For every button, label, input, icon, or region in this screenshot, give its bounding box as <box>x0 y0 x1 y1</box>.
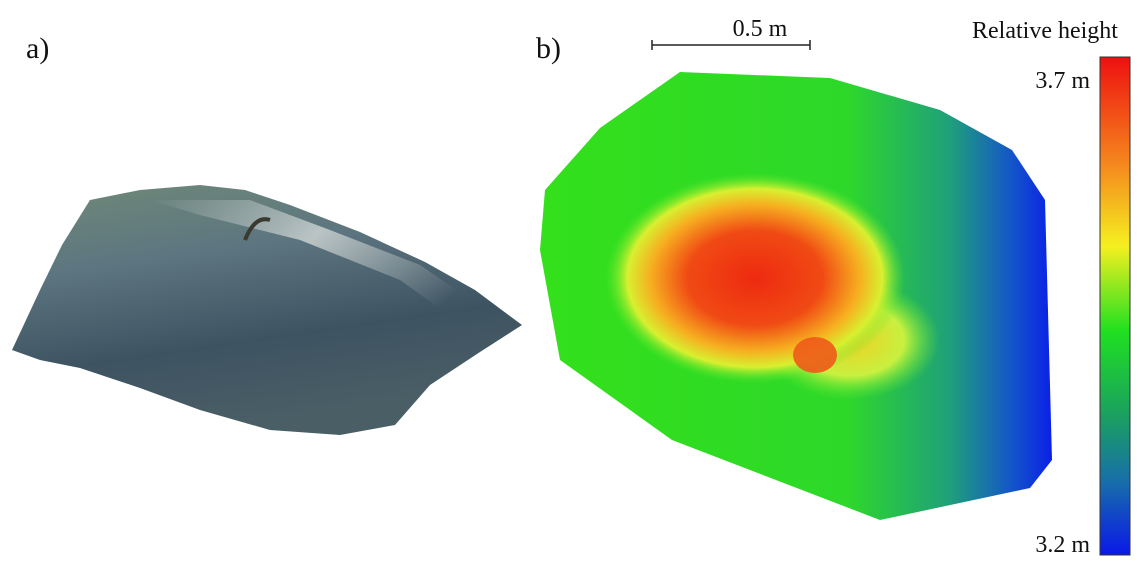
height-map-peak <box>605 173 905 383</box>
figure: a) b) 0.5 m Relative height 3.7 m 3.2 m <box>0 0 1147 562</box>
colorbar-min-label: 3.2 m <box>1035 532 1090 558</box>
colorbar <box>1100 57 1130 555</box>
panel-label: b) <box>536 32 561 65</box>
panel-label: a) <box>26 32 49 65</box>
colorbar-max-label: 3.7 m <box>1035 68 1090 94</box>
scale-bar-label: 0.5 m <box>733 16 788 42</box>
height-map-spot <box>793 337 837 373</box>
colorbar-title: Relative height <box>972 18 1118 44</box>
